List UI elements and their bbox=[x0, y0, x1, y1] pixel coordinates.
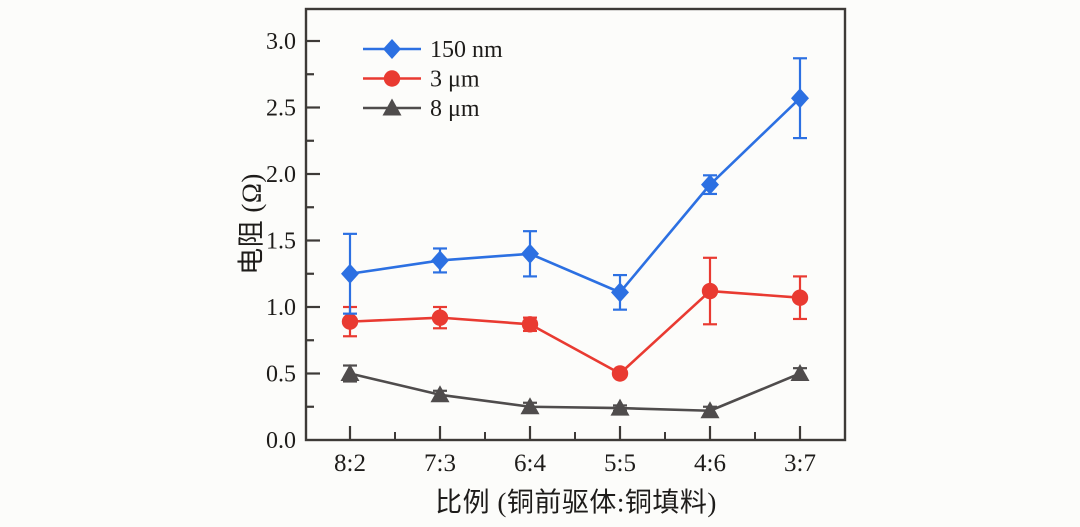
data-point-3-μm bbox=[431, 309, 449, 326]
data-point-8-μm bbox=[340, 364, 360, 381]
data-point-8-μm bbox=[430, 385, 450, 403]
series-line bbox=[349, 289, 801, 375]
x-tick-label: 4:6 bbox=[694, 450, 726, 477]
data-point-3-μm bbox=[611, 365, 629, 382]
legend-marker-triangle bbox=[382, 98, 402, 116]
data-point-150-nm bbox=[701, 174, 719, 195]
series-150-nm bbox=[341, 57, 809, 315]
y-tick-label: 1.5 bbox=[266, 229, 296, 255]
legend-label: 150 nm bbox=[430, 37, 503, 63]
series-line bbox=[349, 372, 801, 413]
legend-label: 3 μm bbox=[430, 67, 480, 93]
data-point-3-μm bbox=[341, 313, 359, 330]
legend-item-150-nm: 150 nm bbox=[363, 37, 503, 63]
legend: 150 nm 3 μm 8 μm bbox=[363, 37, 503, 122]
plot-frame bbox=[304, 7, 847, 442]
y-tick-label: 0.0 bbox=[266, 428, 296, 454]
data-point-150-nm bbox=[521, 243, 539, 264]
y-axis: 0.0 0.5 1.0 1.5 2.0 2.5 3.0 bbox=[266, 29, 320, 454]
x-tick-label: 6:4 bbox=[514, 450, 546, 477]
y-axis-title: 电阻 (Ω) bbox=[236, 173, 267, 275]
data-point-3-μm bbox=[701, 282, 719, 300]
data-point-8-μm bbox=[790, 364, 810, 381]
data-point-3-μm bbox=[791, 289, 809, 306]
data-point-8-μm bbox=[520, 397, 540, 415]
y-tick-label: 0.5 bbox=[266, 362, 296, 388]
data-point-150-nm bbox=[341, 263, 359, 284]
x-axis: 8:2 7:3 6:4 5:5 4:6 3:7 bbox=[334, 426, 816, 477]
legend-marker-circle bbox=[383, 70, 401, 87]
y-tick-label: 2.0 bbox=[266, 162, 296, 188]
data-point-150-nm bbox=[791, 88, 809, 109]
data-point-150-nm bbox=[611, 282, 629, 303]
series-8-μm bbox=[340, 364, 810, 419]
legend-marker-diamond bbox=[383, 39, 401, 59]
legend-label: 8 μm bbox=[430, 96, 480, 122]
y-tick-label: 1.0 bbox=[266, 295, 296, 321]
x-tick-label: 8:2 bbox=[334, 450, 366, 477]
x-tick-label: 3:7 bbox=[784, 450, 816, 477]
legend-item-8-μm: 8 μm bbox=[363, 96, 480, 122]
data-point-8-μm bbox=[610, 398, 630, 416]
y-tick-label: 3.0 bbox=[266, 29, 296, 55]
y-tick-label: 2.5 bbox=[266, 96, 296, 122]
data-point-3-μm bbox=[521, 316, 539, 333]
series-3-μm bbox=[341, 256, 809, 382]
x-tick-label: 5:5 bbox=[604, 450, 636, 477]
data-point-150-nm bbox=[431, 250, 449, 271]
data-point-8-μm bbox=[700, 401, 720, 419]
x-tick-label: 7:3 bbox=[424, 450, 456, 477]
x-axis-title: 比例 (铜前驱体:铜填料) bbox=[435, 487, 717, 518]
legend-item-3-μm: 3 μm bbox=[363, 67, 480, 93]
series-line bbox=[349, 97, 801, 294]
